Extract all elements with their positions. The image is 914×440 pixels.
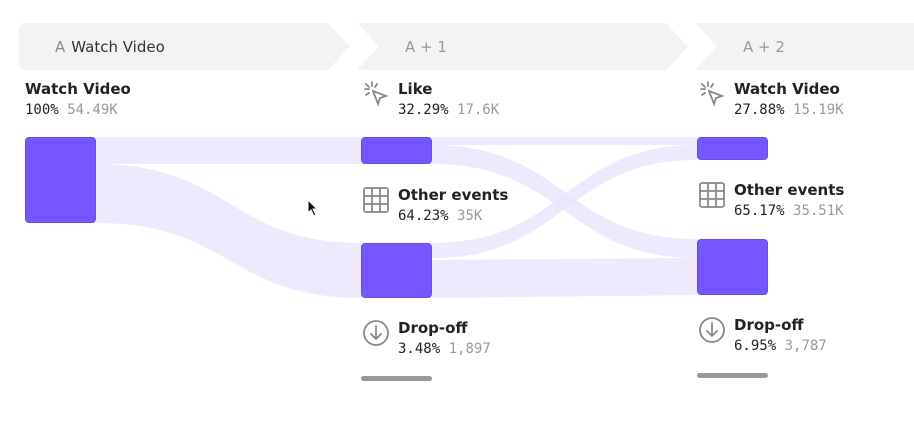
node-count: 35K xyxy=(457,208,483,224)
node-name: Watch Video xyxy=(734,80,840,98)
node-name: Like xyxy=(398,80,433,98)
node-bar-watch-video-2[interactable] xyxy=(697,137,768,160)
node-pct: 100% xyxy=(25,102,59,118)
step-prefix: A xyxy=(55,37,66,56)
node-pct: 64.23% xyxy=(398,208,449,224)
node-label-watch-video-2: Watch Video 27.88% 15.19K xyxy=(698,80,844,118)
grid-icon xyxy=(699,182,725,208)
node-name: Drop-off xyxy=(398,319,468,337)
node-count: 1,897 xyxy=(448,341,491,357)
flow-like-to-watch[interactable] xyxy=(432,137,697,145)
node-count: 3,787 xyxy=(784,338,827,354)
node-name: Watch Video xyxy=(25,80,131,98)
node-pct: 32.29% xyxy=(398,102,449,118)
node-name: Other events xyxy=(734,181,845,199)
node-count: 35.51K xyxy=(793,203,844,219)
node-pct: 27.88% xyxy=(734,102,785,118)
node-label-other-events-2: Other events 65.17% 35.51K xyxy=(698,181,844,219)
step-header-a-plus-1[interactable]: A + 1 xyxy=(357,23,688,70)
step-header-a-plus-2[interactable]: A + 2 xyxy=(695,23,914,70)
node-pct: 3.48% xyxy=(398,341,441,357)
drop-off-bar-2[interactable] xyxy=(697,373,768,378)
drop-off-bar[interactable] xyxy=(361,376,432,381)
node-label-drop-off-2: Drop-off 6.95% 3,787 xyxy=(698,316,827,354)
flow-watch-to-other[interactable] xyxy=(96,164,361,298)
node-name: Drop-off xyxy=(734,316,804,334)
node-label-drop-off: Drop-off 3.48% 1,897 xyxy=(362,319,491,357)
arrow-down-circle-icon xyxy=(363,320,389,346)
grid-icon xyxy=(363,187,389,213)
flow-watch-to-like[interactable] xyxy=(96,137,361,164)
node-bar-like[interactable] xyxy=(361,137,432,164)
click-icon xyxy=(700,81,725,107)
node-bar-watch-video[interactable] xyxy=(25,137,96,223)
click-icon xyxy=(364,81,389,107)
node-label-like: Like 32.29% 17.6K xyxy=(362,80,499,118)
node-name: Other events xyxy=(398,186,509,204)
node-pct: 65.17% xyxy=(734,203,785,219)
node-count: 17.6K xyxy=(457,102,500,118)
flow-other-to-watch[interactable] xyxy=(432,145,697,258)
node-label-other-events: Other events 64.23% 35K xyxy=(362,186,508,224)
node-count: 15.19K xyxy=(793,102,844,118)
step-label: A + 1 xyxy=(405,37,447,56)
step-header-a[interactable]: A Watch Video xyxy=(19,23,350,70)
node-pct: 6.95% xyxy=(734,338,777,354)
node-bar-other-events[interactable] xyxy=(361,243,432,298)
flow-other-to-other[interactable] xyxy=(432,258,697,298)
mouse-cursor-icon xyxy=(307,199,319,217)
node-label-watch-video: Watch Video 100% 54.49K xyxy=(25,80,131,118)
step-label: A + 2 xyxy=(743,37,785,56)
node-count: 54.49K xyxy=(67,102,118,118)
step-label: Watch Video xyxy=(71,37,165,56)
node-bar-other-events-2[interactable] xyxy=(697,239,768,295)
arrow-down-circle-icon xyxy=(699,317,725,343)
